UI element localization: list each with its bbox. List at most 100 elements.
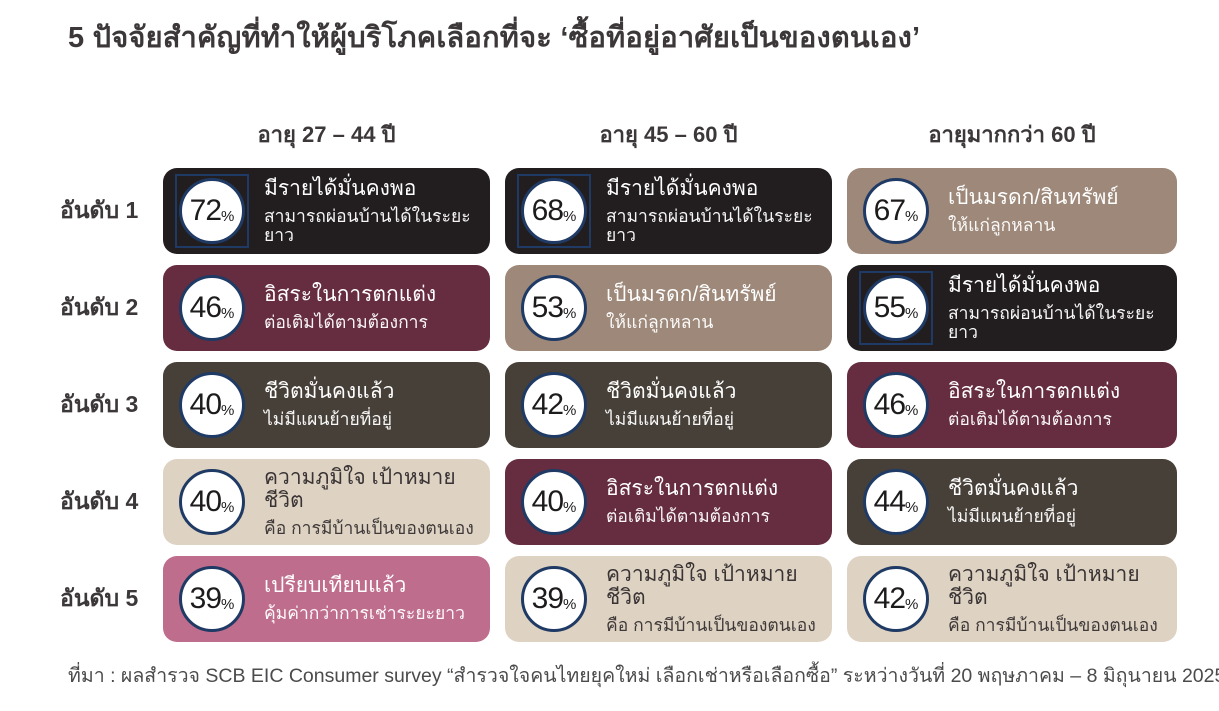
percent-value: 72 — [189, 194, 222, 227]
factor-line2: คือ การมีบ้านเป็นของตนเอง — [606, 614, 816, 635]
factor-line1: ความภูมิใจ เป้าหมายชีวิต — [264, 465, 456, 512]
percent-badge: 40% — [175, 465, 249, 539]
percent-value: 68 — [531, 194, 564, 227]
percent-value: 42 — [531, 388, 564, 421]
factor-line2: สามารถผ่อนบ้านได้ในระยะยาว — [264, 205, 471, 246]
percent-value: 42 — [873, 582, 906, 615]
percent-circle: 53% — [521, 275, 587, 341]
percent-badge: 42% — [517, 368, 591, 442]
source-note: ที่มา : ผลสำรวจ SCB EIC Consumer survey … — [68, 665, 1219, 687]
factor-text: ความภูมิใจ เป้าหมายชีวิตคือ การมีบ้านเป็… — [606, 563, 832, 635]
factor-text: ชีวิตมั่นคงแล้ว ไม่มีแผนย้ายที่อยู่ — [264, 380, 394, 429]
percent-sign: % — [905, 304, 919, 322]
percent-circle: 42% — [521, 372, 587, 438]
column-header-age-45-60: อายุ 45 – 60 ปี — [599, 122, 738, 147]
rank-label-3: อันดับ 3 — [60, 391, 139, 417]
percent-badge: 46% — [859, 368, 933, 442]
factor-text: มีรายได้มั่นคงพอสามารถผ่อนบ้านได้ในระยะย… — [606, 177, 832, 246]
percent-sign: % — [221, 595, 235, 613]
percent-value: 40 — [189, 388, 222, 421]
percent-value: 67 — [873, 194, 906, 227]
percent-value: 40 — [189, 485, 222, 518]
percent-badge: 39% — [175, 562, 249, 636]
factor-card: 40% ความภูมิใจ เป้าหมายชีวิตคือ การมีบ้า… — [163, 459, 490, 545]
factor-card: 53% เป็นมรดก/สินทรัพย์ให้แก่ลูกหลาน — [505, 265, 832, 351]
column-header-age-27-44: อายุ 27 – 44 ปี — [257, 122, 396, 147]
rank-label-1: อันดับ 1 — [60, 197, 139, 223]
percent-circle: 40% — [521, 469, 587, 535]
percent-badge: 44% — [859, 465, 933, 539]
percent-badge: 40% — [175, 368, 249, 442]
percent-sign: % — [221, 498, 235, 516]
percent-badge: 72% — [175, 174, 249, 248]
percent-badge: 40% — [517, 465, 591, 539]
factor-card: 46% อิสระในการตกแต่ง ต่อเติมได้ตามต้องการ — [163, 265, 490, 351]
percent-value: 44 — [873, 485, 906, 518]
factor-card: 39% ความภูมิใจ เป้าหมายชีวิตคือ การมีบ้า… — [505, 556, 832, 642]
factor-line1: เป็นมรดก/สินทรัพย์ — [606, 283, 777, 307]
percent-badge: 67% — [859, 174, 933, 248]
factor-line2: ต่อเติมได้ตามต้องการ — [948, 409, 1112, 430]
percent-circle: 40% — [179, 469, 245, 535]
page-title: 5 ปัจจัยสำคัญที่ทำให้ผู้บริโภคเลือกที่จะ… — [68, 22, 921, 54]
percent-circle: 46% — [179, 275, 245, 341]
factor-line2: ไม่มีแผนย้ายที่อยู่ — [948, 506, 1077, 527]
percent-circle: 40% — [179, 372, 245, 438]
factor-card: 40% อิสระในการตกแต่ง ต่อเติมได้ตามต้องการ — [505, 459, 832, 545]
factor-line2: ให้แก่ลูกหลาน — [606, 312, 714, 333]
percent-sign: % — [221, 304, 235, 322]
factor-card: 68% มีรายได้มั่นคงพอ สามารถผ่อนบ้านได้ในร… — [505, 168, 832, 254]
factor-card: 46% อิสระในการตกแต่งต่อเติมได้ตามต้องการ — [847, 362, 1177, 448]
factor-text: เป็นมรดก/สินทรัพย์ให้แก่ลูกหลาน — [948, 186, 1119, 235]
percent-sign: % — [905, 401, 919, 419]
factors-grid: อายุ 27 – 44 ปี อายุ 45 – 60 ปี อายุมากก… — [60, 112, 1177, 642]
percent-sign: % — [563, 304, 577, 322]
rank-label-4: อันดับ 4 — [60, 488, 139, 514]
factor-line1: ความภูมิใจ เป้าหมายชีวิต — [948, 562, 1140, 609]
factor-line1: อิสระในการตกแต่ง — [606, 477, 779, 501]
factor-line1: มีรายได้มั่นคงพอ — [606, 176, 759, 200]
factor-line1: มีรายได้มั่นคงพอ — [264, 176, 417, 200]
factor-text: อิสระในการตกแต่งต่อเติมได้ตามต้องการ — [948, 380, 1120, 429]
factor-text: ความภูมิใจ เป้าหมายชีวิตคือ การมีบ้านเป็… — [264, 466, 490, 538]
percent-badge: 55% — [859, 271, 933, 345]
percent-sign: % — [221, 207, 235, 225]
factor-card: 72% มีรายได้มั่นคงพอสามารถผ่อนบ้านได้ในร… — [163, 168, 490, 254]
percent-value: 46 — [189, 291, 222, 324]
factor-line1: เปรียบเทียบแล้ว — [264, 574, 407, 598]
factor-card: 55% มีรายได้มั่นคงพอ สามารถผ่อนบ้านได้ในร… — [847, 265, 1177, 351]
factor-card: 42% ความภูมิใจ เป้าหมายชีวิต คือ การมีบ้า… — [847, 556, 1177, 642]
factor-text: ชีวิตมั่นคงแล้วไม่มีแผนย้ายที่อยู่ — [606, 380, 736, 429]
factor-text: อิสระในการตกแต่ง ต่อเติมได้ตามต้องการ — [606, 477, 778, 526]
percent-circle: 39% — [521, 566, 587, 632]
factor-line1: ชีวิตมั่นคงแล้ว — [606, 380, 737, 404]
percent-sign: % — [563, 401, 577, 419]
percent-sign: % — [905, 595, 919, 613]
percent-circle: 67% — [863, 178, 929, 244]
percent-value: 46 — [873, 388, 906, 421]
factor-text: อิสระในการตกแต่ง ต่อเติมได้ตามต้องการ — [264, 283, 436, 332]
percent-circle: 55% — [863, 275, 929, 341]
factor-text: ชีวิตมั่นคงแล้ว ไม่มีแผนย้ายที่อยู่ — [948, 477, 1078, 526]
factor-line2: คือ การมีบ้านเป็นของตนเอง — [264, 517, 474, 538]
percent-sign: % — [221, 401, 235, 419]
percent-circle: 72% — [179, 178, 245, 244]
factor-line1: ความภูมิใจ เป้าหมายชีวิต — [606, 562, 798, 609]
rank-label-5: อันดับ 5 — [60, 585, 139, 611]
factor-text: เปรียบเทียบแล้ว คุ้มค่ากว่าการเช่าระยะยาว — [264, 574, 465, 623]
factor-line2: ให้แก่ลูกหลาน — [948, 215, 1056, 236]
grid-corner — [60, 112, 148, 157]
factor-text: มีรายได้มั่นคงพอ สามารถผ่อนบ้านได้ในระยะย… — [948, 274, 1177, 343]
factor-line1: เป็นมรดก/สินทรัพย์ — [948, 186, 1119, 210]
factor-line2: ไม่มีแผนย้ายที่อยู่ — [606, 409, 735, 430]
rank-label-2: อันดับ 2 — [60, 294, 139, 320]
factor-line1: มีรายได้มั่นคงพอ — [948, 273, 1101, 297]
factor-text: เป็นมรดก/สินทรัพย์ให้แก่ลูกหลาน — [606, 283, 777, 332]
factor-line2: สามารถผ่อนบ้านได้ในระยะยาว — [606, 205, 813, 246]
percent-badge: 42% — [859, 562, 933, 636]
percent-value: 55 — [873, 291, 906, 324]
percent-circle: 39% — [179, 566, 245, 632]
factor-text: ความภูมิใจ เป้าหมายชีวิต คือ การมีบ้านเป็… — [948, 563, 1177, 635]
factor-card: 39% เปรียบเทียบแล้ว คุ้มค่ากว่าการเช่าระย… — [163, 556, 490, 642]
factor-line1: อิสระในการตกแต่ง — [948, 380, 1121, 404]
